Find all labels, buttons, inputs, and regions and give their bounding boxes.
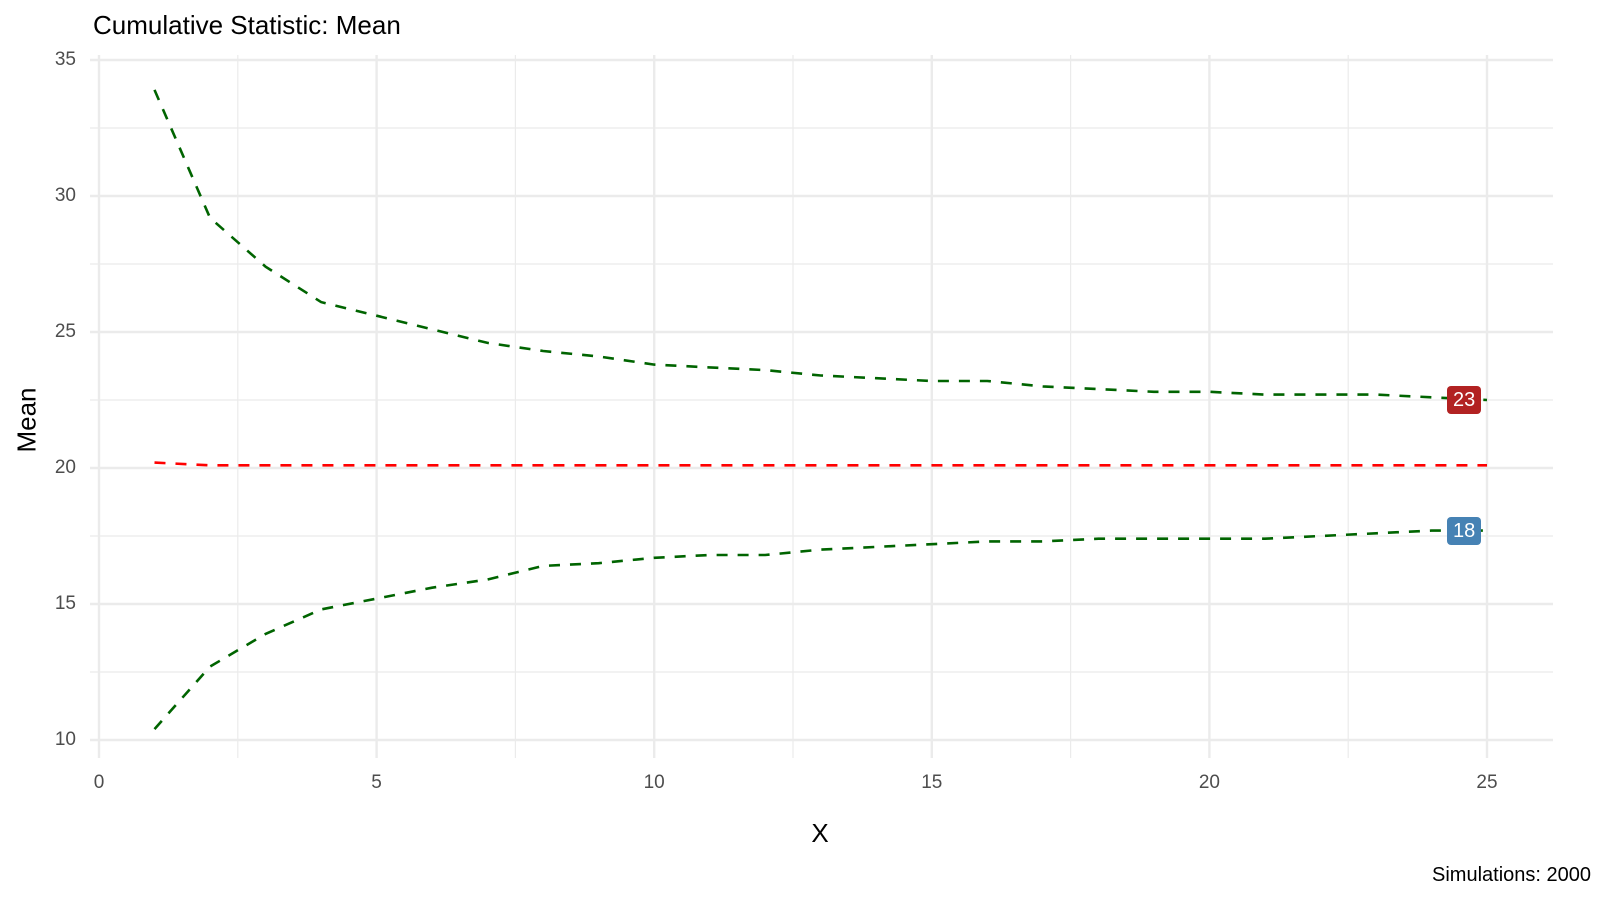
x-tick-label: 10 bbox=[643, 772, 665, 793]
y-tick-label: 25 bbox=[54, 321, 76, 342]
y-tick-label: 10 bbox=[54, 729, 76, 750]
chart-caption: Simulations: 2000 bbox=[1432, 864, 1591, 886]
series-lower-bound bbox=[153, 529, 1487, 730]
chart-title: Cumulative Statistic: Mean bbox=[93, 10, 401, 40]
series-mean bbox=[154, 461, 1487, 467]
upper-end-label: 23 bbox=[1447, 386, 1482, 414]
x-tick-label: 20 bbox=[1198, 772, 1220, 793]
x-axis-label: X bbox=[811, 818, 829, 848]
y-tick-label: 20 bbox=[54, 457, 76, 478]
series-upper-bound bbox=[153, 89, 1488, 402]
x-tick-label: 15 bbox=[921, 772, 943, 793]
x-tick-label: 25 bbox=[1476, 772, 1498, 793]
y-axis-label: Mean bbox=[11, 387, 42, 453]
x-tick-label: 0 bbox=[93, 772, 105, 793]
x-tick-label: 5 bbox=[371, 772, 382, 793]
lower-end-label: 18 bbox=[1447, 516, 1482, 545]
y-tick-label: 30 bbox=[54, 185, 76, 206]
y-tick-label: 15 bbox=[54, 593, 76, 614]
y-tick-label: 35 bbox=[54, 49, 76, 70]
